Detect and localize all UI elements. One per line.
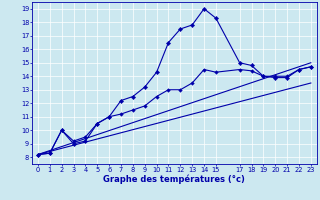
X-axis label: Graphe des températures (°c): Graphe des températures (°c) xyxy=(103,174,245,184)
